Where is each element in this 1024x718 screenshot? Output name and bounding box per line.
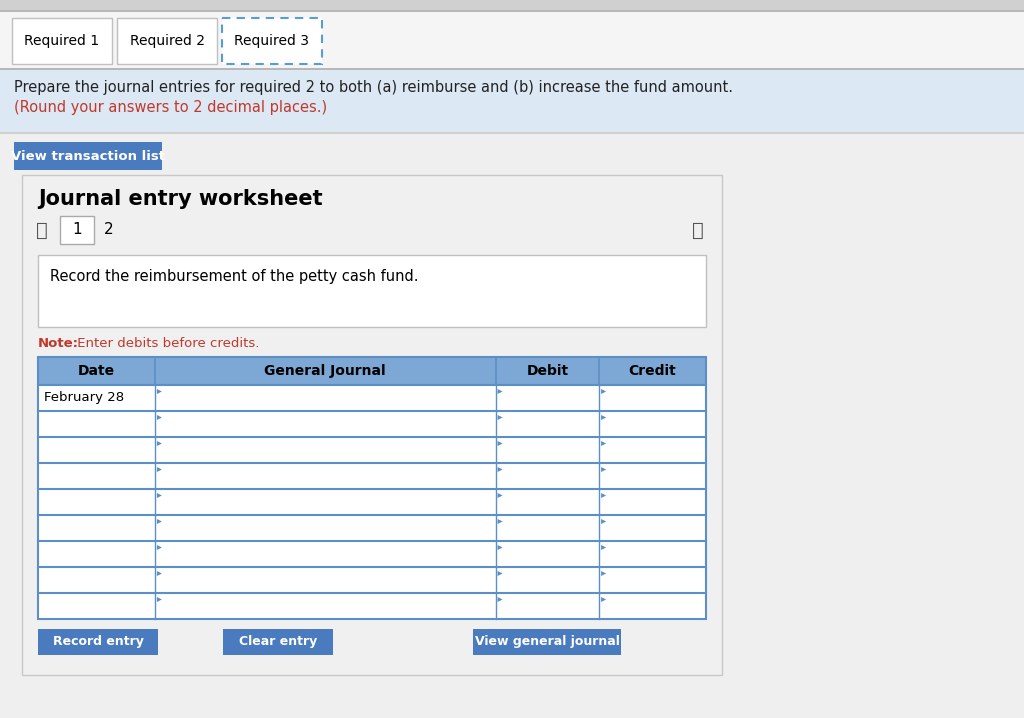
Bar	[0, 68, 1024, 70]
Polygon shape	[157, 519, 162, 524]
Text: Prepare the journal entries for required 2 to both (a) reimburse and (b) increas: Prepare the journal entries for required…	[14, 80, 733, 95]
Polygon shape	[601, 597, 606, 602]
Text: Record entry: Record entry	[52, 635, 143, 648]
Bar	[38, 629, 158, 655]
Polygon shape	[157, 441, 162, 446]
Bar	[38, 593, 706, 619]
Polygon shape	[601, 415, 606, 420]
Text: Clear entry: Clear entry	[239, 635, 317, 648]
Bar	[12, 18, 112, 64]
Text: 〈: 〈	[36, 220, 48, 240]
Polygon shape	[157, 467, 162, 472]
Polygon shape	[498, 597, 503, 602]
Text: Record the reimbursement of the petty cash fund.: Record the reimbursement of the petty ca…	[50, 269, 419, 284]
Text: (Round your answers to 2 decimal places.): (Round your answers to 2 decimal places.…	[14, 100, 327, 115]
Polygon shape	[498, 545, 503, 550]
Text: 1: 1	[72, 223, 82, 238]
Polygon shape	[498, 415, 503, 420]
Bar	[38, 411, 706, 437]
Polygon shape	[498, 519, 503, 524]
Polygon shape	[601, 441, 606, 446]
Bar	[38, 567, 706, 593]
Text: Date: Date	[78, 364, 115, 378]
Text: Note:: Note:	[38, 337, 79, 350]
Polygon shape	[601, 493, 606, 498]
Text: 2: 2	[104, 223, 114, 238]
Bar	[38, 385, 706, 411]
Bar	[38, 541, 706, 567]
Polygon shape	[498, 389, 503, 394]
Polygon shape	[601, 571, 606, 576]
Polygon shape	[601, 389, 606, 394]
Polygon shape	[157, 415, 162, 420]
Polygon shape	[498, 493, 503, 498]
Text: Credit: Credit	[629, 364, 677, 378]
Bar	[38, 357, 706, 619]
Bar	[38, 463, 706, 489]
Bar	[38, 489, 706, 515]
Bar	[0, 132, 1024, 134]
Polygon shape	[601, 519, 606, 524]
Text: Debit: Debit	[526, 364, 568, 378]
Bar	[60, 216, 94, 244]
Text: February 28: February 28	[44, 391, 124, 404]
Text: Required 3: Required 3	[234, 34, 309, 48]
Bar	[0, 10, 1024, 12]
Polygon shape	[498, 571, 503, 576]
Polygon shape	[157, 571, 162, 576]
Bar	[38, 255, 706, 327]
Text: Required 2: Required 2	[129, 34, 205, 48]
Text: 〉: 〉	[692, 220, 705, 240]
Polygon shape	[601, 467, 606, 472]
Text: Journal entry worksheet: Journal entry worksheet	[38, 189, 323, 209]
Text: View general journal: View general journal	[474, 635, 620, 648]
Bar	[223, 629, 333, 655]
Bar	[117, 18, 217, 64]
Text: Enter debits before credits.: Enter debits before credits.	[73, 337, 259, 350]
Bar	[38, 437, 706, 463]
Polygon shape	[157, 389, 162, 394]
Polygon shape	[601, 545, 606, 550]
Polygon shape	[157, 597, 162, 602]
Bar	[0, 12, 1024, 70]
Text: Required 1: Required 1	[25, 34, 99, 48]
Bar	[38, 515, 706, 541]
Text: General Journal: General Journal	[264, 364, 386, 378]
Polygon shape	[157, 545, 162, 550]
Bar	[473, 629, 621, 655]
Polygon shape	[498, 467, 503, 472]
Bar	[22, 175, 722, 675]
Bar	[0, 70, 1024, 132]
Bar	[0, 0, 1024, 10]
Bar	[14, 142, 162, 170]
Bar	[38, 357, 706, 385]
Text: View transaction list: View transaction list	[11, 149, 165, 162]
Polygon shape	[498, 441, 503, 446]
Polygon shape	[157, 493, 162, 498]
Bar	[222, 18, 322, 64]
